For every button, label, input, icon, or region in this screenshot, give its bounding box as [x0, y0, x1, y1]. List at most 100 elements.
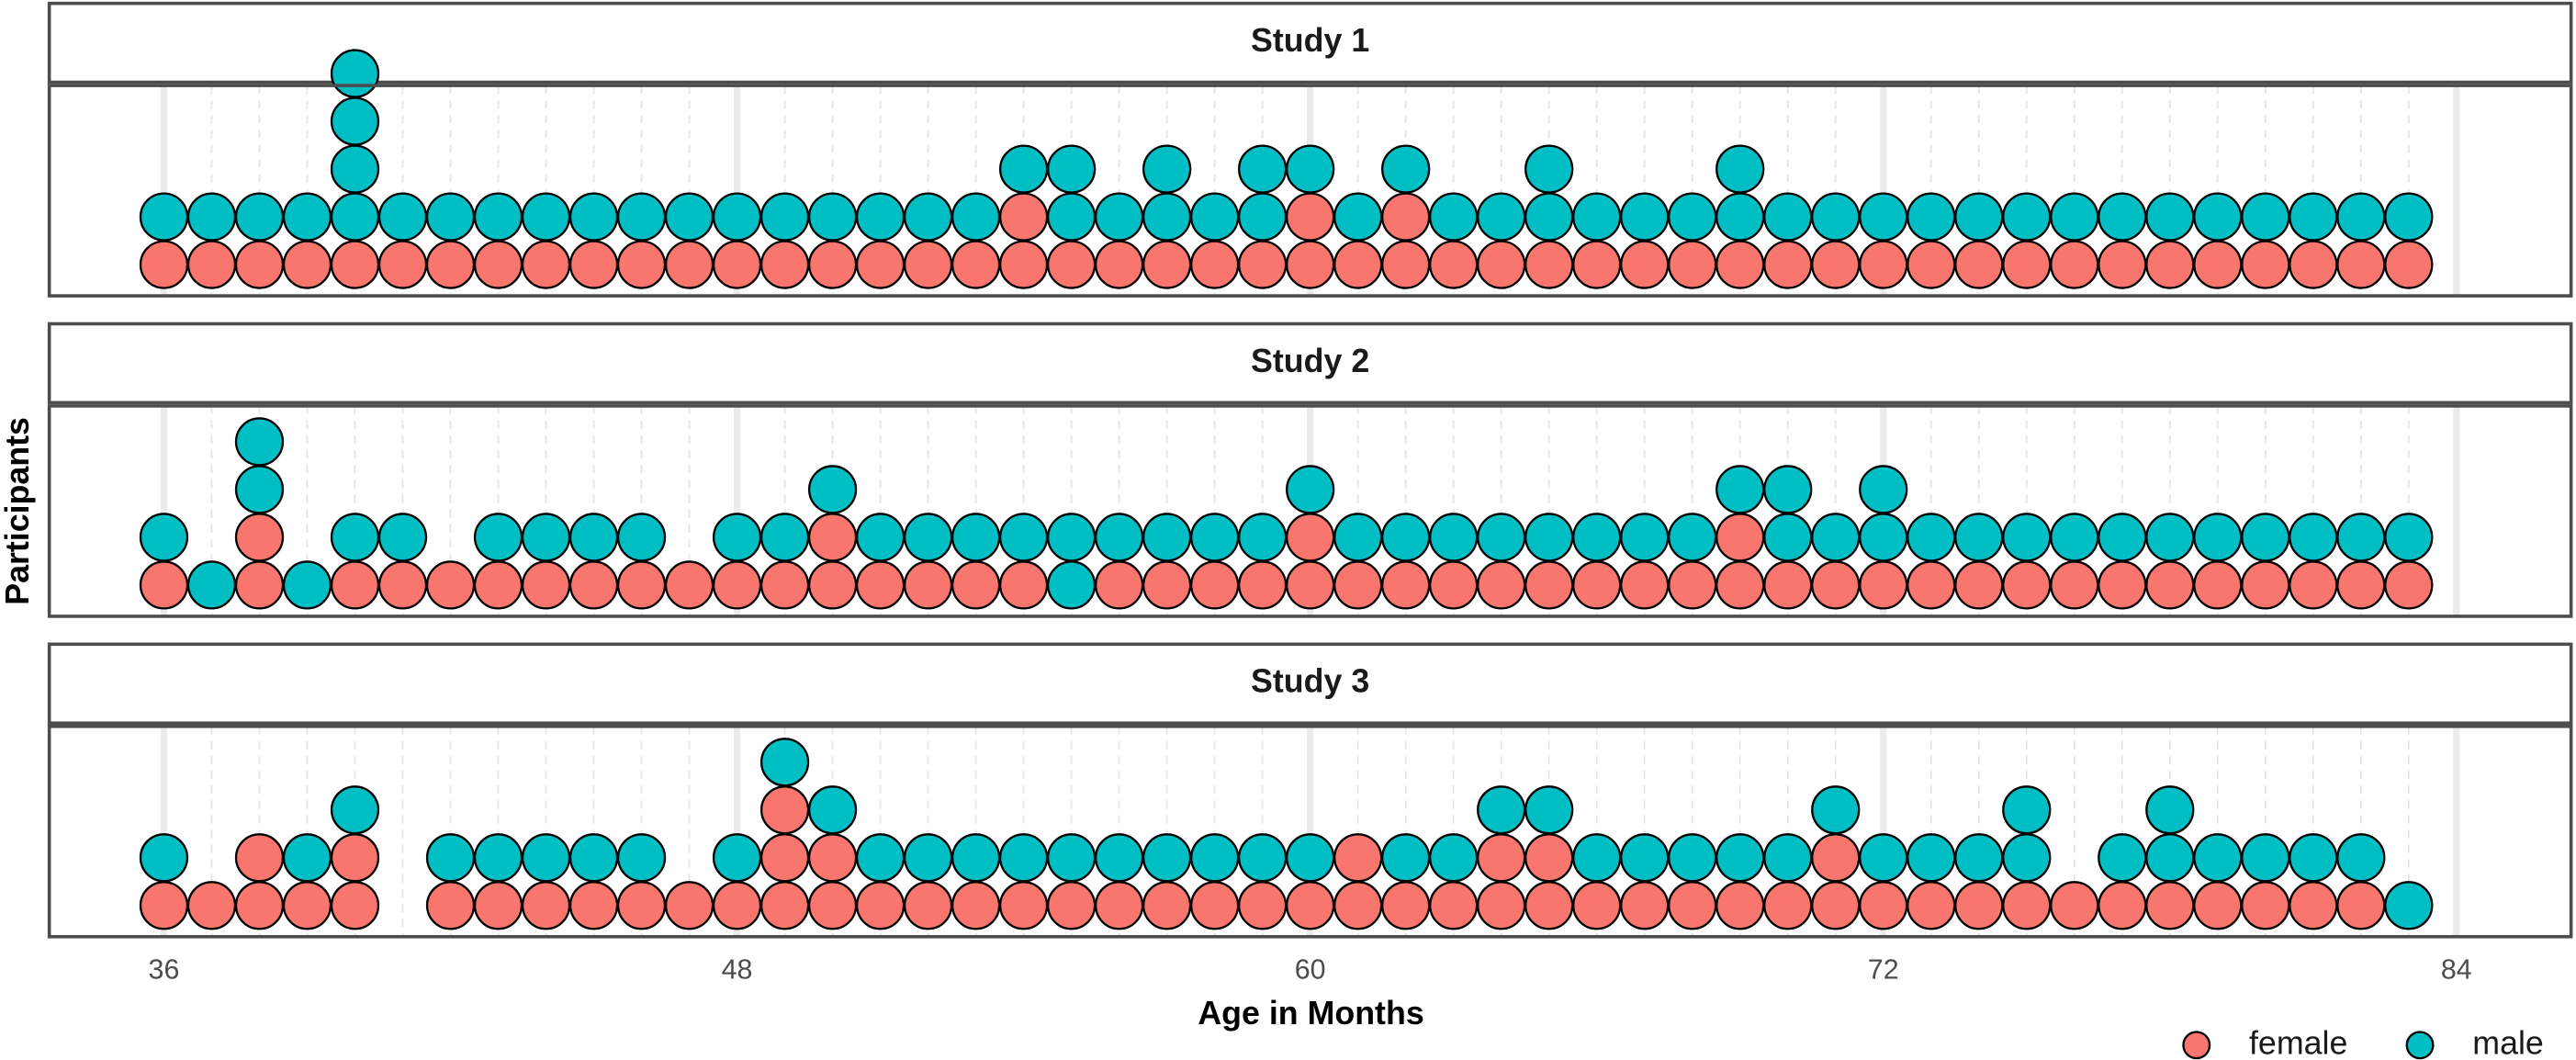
x-tick-label: 48: [722, 953, 753, 985]
dot: [1429, 240, 1479, 289]
dot: [1190, 833, 1240, 883]
dot: [1477, 881, 1526, 930]
dot: [2193, 560, 2243, 610]
dot: [2289, 192, 2338, 242]
dot: [1094, 513, 1144, 562]
dot: [903, 240, 953, 289]
dot: [1668, 833, 1717, 883]
dot: [998, 560, 1049, 610]
dot: [330, 96, 380, 146]
dot: [616, 240, 667, 289]
dot: [903, 560, 953, 610]
dot: [1715, 560, 1765, 610]
dot: [1333, 560, 1383, 610]
dot: [1190, 560, 1240, 610]
dot: [2289, 560, 2338, 610]
dot: [1715, 144, 1765, 194]
dot: [330, 881, 380, 930]
dot: [1429, 881, 1479, 930]
dot: [330, 513, 380, 562]
dot: [1142, 513, 1192, 562]
dot: [186, 192, 237, 242]
dot: [1094, 881, 1144, 930]
dot: [2241, 240, 2290, 289]
dot: [664, 240, 714, 289]
strip: [47, 321, 2573, 405]
dot: [951, 240, 1001, 289]
dot: [1811, 560, 1861, 610]
dot: [1142, 192, 1192, 242]
dot: [2002, 560, 2052, 610]
strip: [47, 1, 2573, 85]
dot: [1524, 144, 1574, 194]
dot: [807, 881, 858, 930]
dot: [2002, 513, 2052, 562]
dot: [1763, 560, 1813, 610]
panel-border: [47, 404, 2573, 618]
dot: [330, 144, 380, 194]
dot: [2145, 785, 2195, 835]
dot: [473, 560, 523, 610]
dot: [1286, 192, 1335, 242]
dot: [1046, 240, 1097, 289]
dot: [759, 738, 810, 787]
dot: [1333, 192, 1383, 242]
dot: [521, 192, 571, 242]
dot: [521, 560, 571, 610]
dot: [1859, 560, 1908, 610]
dot: [1859, 513, 1908, 562]
dot: [2241, 833, 2290, 883]
dot: [712, 192, 762, 242]
dot: [759, 881, 810, 930]
dot: [1286, 833, 1335, 883]
dot: [2098, 881, 2147, 930]
dot: [2002, 192, 2052, 242]
dot: [1333, 240, 1383, 289]
dot: [1381, 513, 1431, 562]
dot: [855, 560, 906, 610]
dot: [425, 192, 476, 242]
dot: [2145, 881, 2195, 930]
dot: [807, 192, 858, 242]
dot: [2241, 192, 2290, 242]
panel-border: [47, 724, 2573, 939]
dot: [425, 240, 476, 289]
dot: [2050, 240, 2099, 289]
dot: [1572, 192, 1622, 242]
dot: [139, 560, 189, 610]
dot: [1763, 833, 1813, 883]
dot: [377, 192, 428, 242]
dot: [568, 833, 619, 883]
dot: [1524, 881, 1574, 930]
dot: [234, 881, 285, 930]
dot: [855, 833, 906, 883]
dot: [903, 192, 953, 242]
dot: [712, 881, 762, 930]
dot: [1668, 560, 1717, 610]
dot: [1477, 785, 1526, 835]
dot: [951, 513, 1001, 562]
dot: [186, 881, 237, 930]
dot: [712, 513, 762, 562]
dot: [282, 833, 332, 883]
dot: [2098, 192, 2147, 242]
dot: [2050, 560, 2099, 610]
dot: [2336, 560, 2386, 610]
y-axis-label: Participants: [0, 417, 36, 605]
dot: [1046, 192, 1097, 242]
dot: [664, 192, 714, 242]
dot: [1715, 881, 1765, 930]
dot: [1094, 833, 1144, 883]
dot: [521, 513, 571, 562]
dot: [2384, 513, 2434, 562]
dot: [1429, 192, 1479, 242]
dot: [1477, 513, 1526, 562]
dot: [1811, 785, 1861, 835]
dot: [1907, 881, 1956, 930]
dot: [1763, 513, 1813, 562]
dot: [1954, 513, 2004, 562]
dot: [425, 881, 476, 930]
dot: [759, 192, 810, 242]
dot: [139, 833, 189, 883]
